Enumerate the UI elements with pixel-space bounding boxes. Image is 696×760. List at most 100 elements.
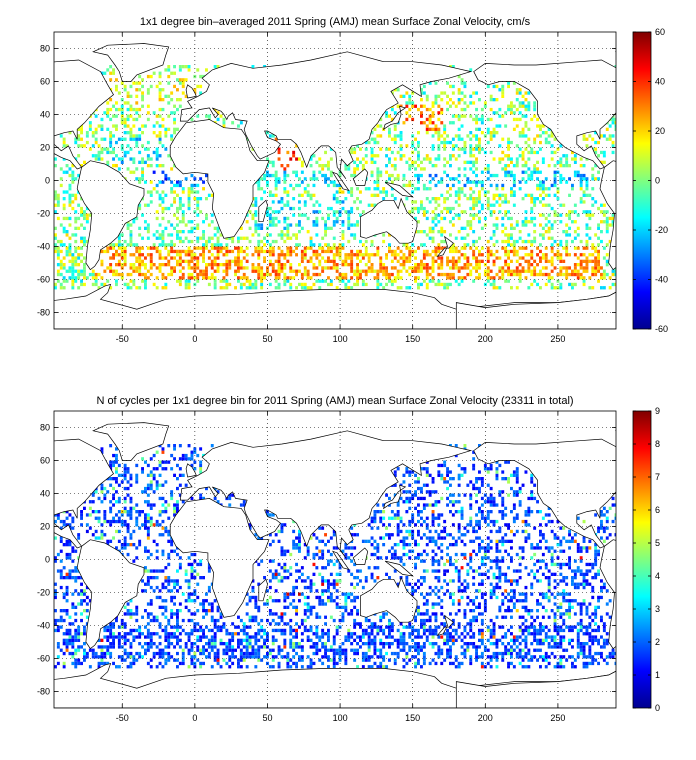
data-cell — [277, 661, 281, 666]
data-cell — [181, 213, 185, 217]
data-cell — [65, 632, 69, 636]
data-cell — [460, 226, 464, 230]
data-cell — [239, 259, 243, 263]
data-cell — [112, 164, 115, 168]
data-cell — [376, 124, 380, 128]
data-cell — [501, 114, 505, 118]
data-cell — [530, 150, 534, 155]
data-cell — [420, 230, 423, 234]
data-cell — [234, 259, 237, 263]
data-cell — [533, 114, 537, 118]
data-cell — [559, 269, 563, 273]
data-cell — [146, 276, 150, 280]
data-cell — [181, 651, 185, 656]
data-cell — [327, 579, 330, 583]
data-cell — [605, 263, 609, 267]
data-cell — [475, 256, 478, 260]
data-cell — [178, 249, 182, 254]
data-cell — [309, 665, 313, 669]
data-cell — [364, 160, 368, 164]
data-cell — [533, 170, 537, 174]
data-cell — [141, 589, 144, 593]
data-cell — [356, 187, 359, 191]
data-cell — [350, 259, 354, 263]
data-cell — [536, 177, 539, 181]
data-cell — [350, 253, 354, 257]
data-cell — [350, 609, 354, 613]
data-cell — [135, 510, 139, 514]
data-cell — [199, 210, 203, 214]
data-cell — [507, 272, 510, 277]
data-cell — [138, 632, 142, 636]
data-cell — [350, 546, 354, 550]
data-cell — [440, 107, 444, 112]
data-cell — [222, 286, 226, 290]
data-cell — [431, 279, 435, 283]
data-cell — [469, 180, 473, 184]
data-cell — [120, 98, 124, 102]
data-cell — [178, 78, 182, 82]
data-cell — [71, 546, 75, 550]
data-cell — [350, 147, 354, 151]
data-cell — [103, 249, 107, 254]
data-cell — [399, 134, 403, 138]
data-cell — [472, 197, 476, 201]
data-cell — [268, 160, 272, 164]
data-cell — [600, 160, 603, 164]
data-cell — [451, 259, 455, 263]
data-cell — [274, 216, 278, 221]
data-cell — [115, 467, 118, 471]
data-cell — [480, 147, 484, 151]
data-cell — [393, 127, 397, 131]
data-cell — [207, 638, 211, 642]
data-cell — [167, 556, 171, 560]
data-cell — [176, 579, 179, 583]
data-cell — [515, 272, 519, 277]
data-cell — [539, 200, 542, 204]
data-cell — [62, 230, 66, 234]
data-cell — [213, 496, 217, 501]
data-cell — [117, 259, 121, 263]
data-cell — [115, 78, 118, 82]
data-cell — [559, 180, 563, 184]
data-cell — [190, 642, 194, 646]
data-cell — [245, 642, 249, 646]
data-cell — [190, 655, 194, 659]
data-cell — [571, 269, 574, 273]
data-cell — [393, 137, 397, 141]
data-cell — [565, 164, 569, 168]
data-cell — [268, 513, 272, 517]
data-cell — [605, 220, 609, 224]
data-cell — [411, 91, 415, 95]
data-cell — [515, 107, 519, 112]
data-cell — [176, 615, 179, 619]
data-cell — [257, 658, 261, 662]
data-cell — [585, 243, 589, 247]
data-cell — [85, 513, 89, 517]
data-cell — [451, 223, 455, 227]
data-cell — [286, 605, 290, 609]
data-cell — [280, 230, 284, 234]
data-cell — [158, 193, 162, 197]
data-cell — [266, 602, 269, 606]
data-cell — [454, 193, 458, 197]
data-cell — [228, 236, 232, 240]
colorbar-tick-label: -40 — [655, 275, 668, 285]
data-cell — [411, 104, 415, 108]
data-cell — [498, 266, 502, 270]
data-cell — [71, 173, 75, 178]
data-cell — [158, 648, 162, 652]
data-cell — [65, 648, 69, 652]
data-cell — [184, 279, 188, 283]
data-cell — [80, 197, 83, 201]
data-cell — [286, 223, 290, 227]
data-cell — [155, 519, 159, 524]
data-cell — [205, 246, 208, 250]
data-cell — [181, 239, 185, 244]
data-cell — [170, 615, 174, 619]
data-cell — [492, 193, 496, 197]
data-cell — [71, 177, 75, 181]
data-cell — [231, 632, 235, 636]
data-cell — [231, 236, 235, 240]
data-cell — [173, 226, 176, 230]
